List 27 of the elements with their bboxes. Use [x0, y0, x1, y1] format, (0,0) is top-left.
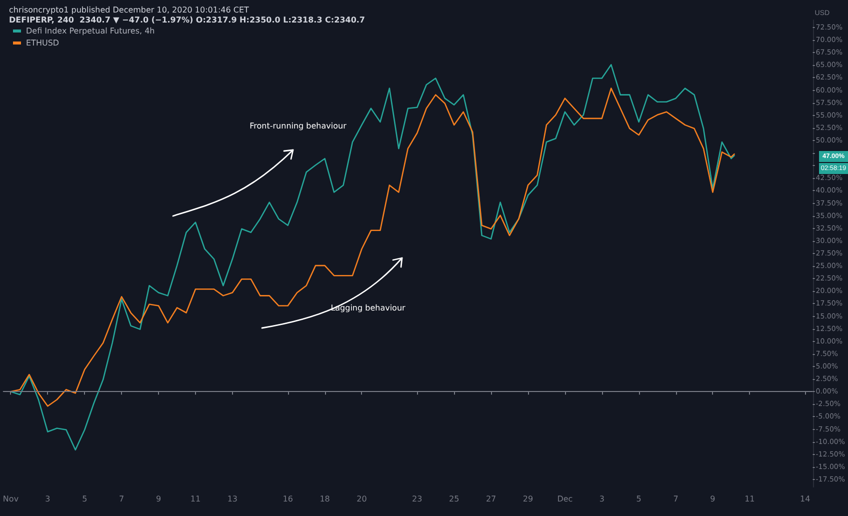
- x-tick-label: 29: [522, 494, 534, 504]
- annotation: Front-running behaviour: [250, 122, 348, 130]
- x-tick-label: Nov: [2, 494, 19, 504]
- x-tick-label: 3: [45, 494, 50, 504]
- x-tick-label: 3: [599, 494, 604, 504]
- x-tick-label: Dec: [557, 494, 573, 504]
- x-tick-label: 9: [710, 494, 716, 504]
- x-tick-label: 16: [282, 494, 293, 504]
- x-tick-label: 27: [486, 494, 496, 504]
- chart-subtitle: DEFIPERP, 240 2340.7 ▼ −47.0 (−1.97%) O:2317.9 H:2350.0 L:2318.3 C:2340.7: [9, 16, 365, 24]
- x-tick-label: 23: [412, 494, 422, 504]
- x-tick-label: 25: [449, 494, 460, 504]
- chart-title: chrisoncrypto1 published December 10, 2020 10:01:46 CET: [9, 6, 250, 14]
- x-tick-label: 5: [82, 494, 88, 504]
- legend-label: ETHUSD: [26, 38, 60, 48]
- x-tick-label: 11: [744, 494, 755, 504]
- x-tick-label: 5: [636, 494, 642, 504]
- annotation: Lagging behaviour: [330, 304, 406, 312]
- x-tick-label: 13: [227, 494, 238, 504]
- x-tick-label: 18: [320, 494, 330, 504]
- legend-label: Defi Index Perpetual Futures, 4h: [26, 26, 155, 36]
- x-tick-label: 11: [190, 494, 201, 504]
- x-tick-label: 14: [800, 494, 810, 504]
- x-tick-label: 9: [156, 494, 162, 504]
- x-tick-label: 7: [673, 494, 678, 504]
- x-tick-label: 20: [356, 494, 367, 504]
- x-tick-label: 7: [119, 494, 124, 504]
